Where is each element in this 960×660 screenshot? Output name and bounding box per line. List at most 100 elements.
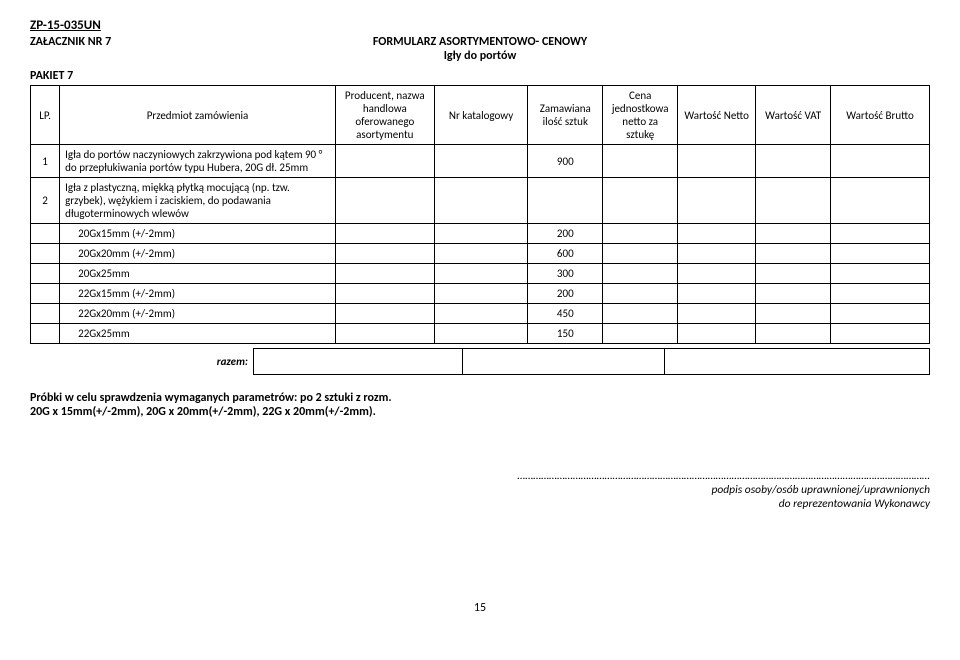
col-vat: Wartość VAT bbox=[756, 86, 831, 145]
razem-table: razem: bbox=[30, 348, 930, 375]
cell-lp bbox=[31, 284, 60, 304]
cell-brutto bbox=[831, 178, 930, 224]
table-row: 1Igła do portów naczyniowych zakrzywiona… bbox=[31, 145, 930, 178]
cell-katalog bbox=[434, 324, 528, 344]
table-row: 20Gx20mm (+/-2mm) 600 bbox=[31, 244, 930, 264]
cell-cena bbox=[603, 304, 678, 324]
table-header-row: LP. Przedmiot zamówienia Producent, nazw… bbox=[31, 86, 930, 145]
cell-producent bbox=[335, 264, 434, 284]
cell-desc: 20Gx15mm (+/-2mm) bbox=[60, 224, 336, 244]
document-id: ZP-15-035UN bbox=[30, 18, 930, 33]
cell-lp: 1 bbox=[31, 145, 60, 178]
cell-qty: 900 bbox=[528, 145, 603, 178]
cell-lp bbox=[31, 264, 60, 284]
cell-qty: 450 bbox=[528, 304, 603, 324]
cell-netto bbox=[678, 178, 756, 224]
table-row: 2Igła z plastyczną, miękką płytką mocują… bbox=[31, 178, 930, 224]
signature-dots: …………………………………………………………………………………………………………… bbox=[30, 469, 930, 483]
cell-qty: 150 bbox=[528, 324, 603, 344]
cell-vat bbox=[756, 224, 831, 244]
cell-producent bbox=[335, 324, 434, 344]
cell-qty: 200 bbox=[528, 284, 603, 304]
cell-cena bbox=[603, 284, 678, 304]
cell-vat bbox=[756, 264, 831, 284]
cell-desc: 22Gx15mm (+/-2mm) bbox=[60, 284, 336, 304]
cell-vat bbox=[756, 145, 831, 178]
cell-vat bbox=[756, 284, 831, 304]
cell-netto bbox=[678, 284, 756, 304]
cell-cena bbox=[603, 145, 678, 178]
cell-katalog bbox=[434, 224, 528, 244]
form-subtitle: Igły do portów bbox=[30, 49, 930, 63]
col-cena: Cena jednostkowa netto za sztukę bbox=[603, 86, 678, 145]
cell-cena bbox=[603, 244, 678, 264]
cell-brutto bbox=[831, 244, 930, 264]
main-table: LP. Przedmiot zamówienia Producent, nazw… bbox=[30, 85, 930, 344]
col-przedmiot: Przedmiot zamówienia bbox=[60, 86, 336, 145]
cell-lp bbox=[31, 324, 60, 344]
cell-vat bbox=[756, 304, 831, 324]
col-zamawiana: Zamawiana ilość sztuk bbox=[528, 86, 603, 145]
cell-netto bbox=[678, 264, 756, 284]
cell-brutto bbox=[831, 145, 930, 178]
razem-netto-cell bbox=[253, 349, 463, 375]
cell-desc: 22Gx25mm bbox=[60, 324, 336, 344]
cell-qty: 300 bbox=[528, 264, 603, 284]
col-producent: Producent, nazwa handlowa oferowanego as… bbox=[335, 86, 434, 145]
cell-netto bbox=[678, 324, 756, 344]
cell-katalog bbox=[434, 244, 528, 264]
cell-producent bbox=[335, 244, 434, 264]
cell-qty: 600 bbox=[528, 244, 603, 264]
table-row: 20Gx15mm (+/-2mm) 200 bbox=[31, 224, 930, 244]
signature-block: …………………………………………………………………………………………………………… bbox=[30, 469, 930, 511]
cell-katalog bbox=[434, 304, 528, 324]
cell-brutto bbox=[831, 224, 930, 244]
samples-line-1: Próbki w celu sprawdzenia wymaganych par… bbox=[30, 391, 930, 405]
cell-katalog bbox=[434, 284, 528, 304]
cell-producent bbox=[335, 178, 434, 224]
cell-vat bbox=[756, 178, 831, 224]
cell-desc: Igła z plastyczną, miękką płytką mocując… bbox=[60, 178, 336, 224]
cell-brutto bbox=[831, 304, 930, 324]
packet-label: PAKIET 7 bbox=[30, 69, 930, 83]
cell-vat bbox=[756, 324, 831, 344]
signature-line-1: podpis osoby/osób uprawnionej/uprawniony… bbox=[30, 483, 930, 497]
cell-katalog bbox=[434, 178, 528, 224]
col-brutto: Wartość Brutto bbox=[831, 86, 930, 145]
cell-producent bbox=[335, 304, 434, 324]
cell-lp bbox=[31, 224, 60, 244]
cell-brutto bbox=[831, 324, 930, 344]
cell-netto bbox=[678, 244, 756, 264]
cell-brutto bbox=[831, 284, 930, 304]
cell-cena bbox=[603, 324, 678, 344]
cell-katalog bbox=[434, 264, 528, 284]
cell-producent bbox=[335, 145, 434, 178]
cell-qty: 200 bbox=[528, 224, 603, 244]
cell-cena bbox=[603, 264, 678, 284]
cell-desc: 22Gx20mm (+/-2mm) bbox=[60, 304, 336, 324]
cell-producent bbox=[335, 284, 434, 304]
cell-cena bbox=[603, 224, 678, 244]
col-netto: Wartość Netto bbox=[678, 86, 756, 145]
cell-netto bbox=[678, 224, 756, 244]
samples-line-2: 20G x 15mm(+/-2mm), 20G x 20mm(+/-2mm), … bbox=[30, 405, 930, 419]
cell-vat bbox=[756, 244, 831, 264]
table-row: 20Gx25mm 300 bbox=[31, 264, 930, 284]
cell-desc: Igła do portów naczyniowych zakrzywiona … bbox=[60, 145, 336, 178]
razem-label: razem: bbox=[30, 349, 253, 375]
cell-katalog bbox=[434, 145, 528, 178]
razem-brutto-cell bbox=[664, 349, 929, 375]
razem-vat-cell bbox=[463, 349, 664, 375]
cell-desc: 20Gx20mm (+/-2mm) bbox=[60, 244, 336, 264]
cell-desc: 20Gx25mm bbox=[60, 264, 336, 284]
cell-netto bbox=[678, 304, 756, 324]
cell-lp: 2 bbox=[31, 178, 60, 224]
cell-producent bbox=[335, 224, 434, 244]
page-number: 15 bbox=[30, 601, 930, 615]
cell-netto bbox=[678, 145, 756, 178]
cell-brutto bbox=[831, 264, 930, 284]
col-katalog: Nr katalogowy bbox=[434, 86, 528, 145]
form-title: FORMULARZ ASORTYMENTOWO- CENOWY bbox=[30, 35, 930, 49]
cell-lp bbox=[31, 304, 60, 324]
samples-block: Próbki w celu sprawdzenia wymaganych par… bbox=[30, 391, 930, 419]
